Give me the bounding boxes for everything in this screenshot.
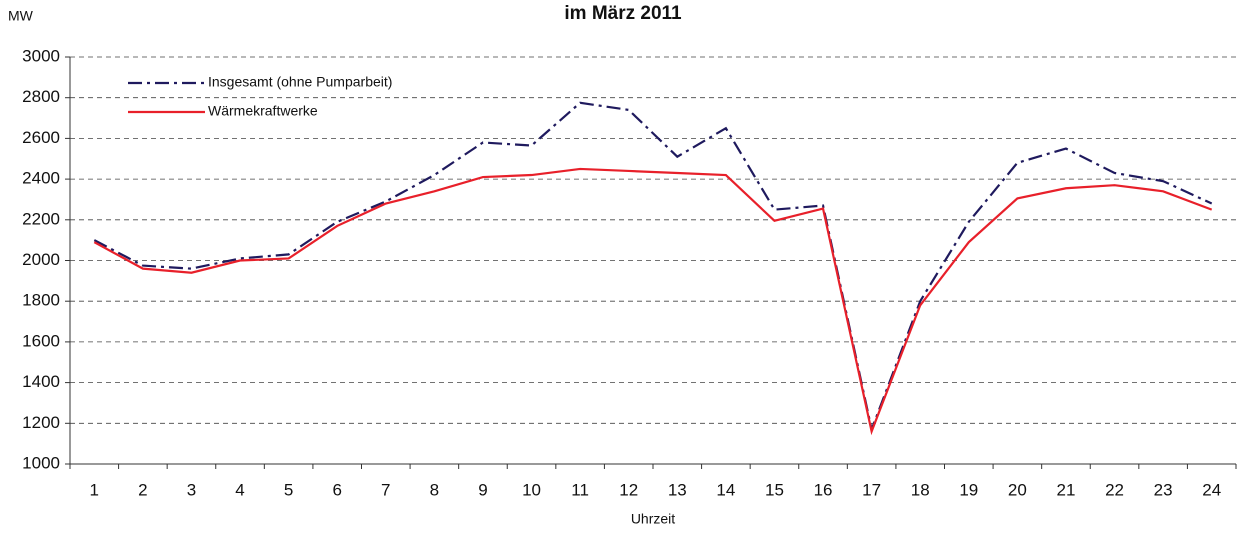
x-tick-label: 14 [716, 480, 735, 499]
y-tick-label: 2800 [22, 87, 60, 106]
y-tick-label: 1800 [22, 291, 60, 310]
x-tick-label: 12 [619, 480, 638, 499]
x-tick-label: 1 [90, 480, 99, 499]
x-tick-label: 4 [235, 480, 244, 499]
y-tick-label: 2200 [22, 209, 60, 228]
y-tick-label: 1600 [22, 331, 60, 350]
series-line [93, 101, 1213, 434]
x-tick-label: 21 [1056, 480, 1075, 499]
x-tick-label: 5 [284, 480, 293, 499]
chart-title: im März 2011 [564, 3, 682, 24]
y-unit: MW [8, 8, 34, 24]
legend-label: Insgesamt (ohne Pumparbeit) [208, 74, 392, 90]
x-tick-label: 15 [765, 480, 784, 499]
legend-label: Wärmekraftwerke [208, 103, 318, 119]
x-tick-label: 18 [911, 480, 930, 499]
x-tick-label: 6 [332, 480, 341, 499]
x-tick-label: 16 [814, 480, 833, 499]
y-tick-label: 1200 [22, 413, 60, 432]
x-tick-label: 10 [522, 480, 541, 499]
x-tick-label: 11 [571, 480, 589, 499]
y-tick-label: 3000 [22, 46, 60, 65]
y-tick-label: 1000 [22, 453, 60, 472]
y-tick-label: 2600 [22, 128, 60, 147]
y-tick-label: 1400 [22, 372, 60, 391]
x-axis-label: Uhrzeit [631, 511, 675, 527]
x-tick-label: 20 [1008, 480, 1027, 499]
x-tick-label: 13 [668, 480, 687, 499]
y-tick-label: 2000 [22, 250, 60, 269]
x-tick-label: 9 [478, 480, 487, 499]
x-tick-label: 22 [1105, 480, 1124, 499]
series-line [93, 167, 1213, 436]
x-tick-label: 23 [1154, 480, 1173, 499]
x-tick-label: 7 [381, 480, 390, 499]
x-tick-label: 3 [187, 480, 196, 499]
x-tick-label: 19 [959, 480, 978, 499]
y-tick-label: 2400 [22, 169, 60, 188]
x-tick-label: 2 [138, 480, 147, 499]
x-tick-label: 17 [862, 480, 881, 499]
x-tick-label: 24 [1202, 480, 1221, 499]
x-tick-label: 8 [430, 480, 439, 499]
